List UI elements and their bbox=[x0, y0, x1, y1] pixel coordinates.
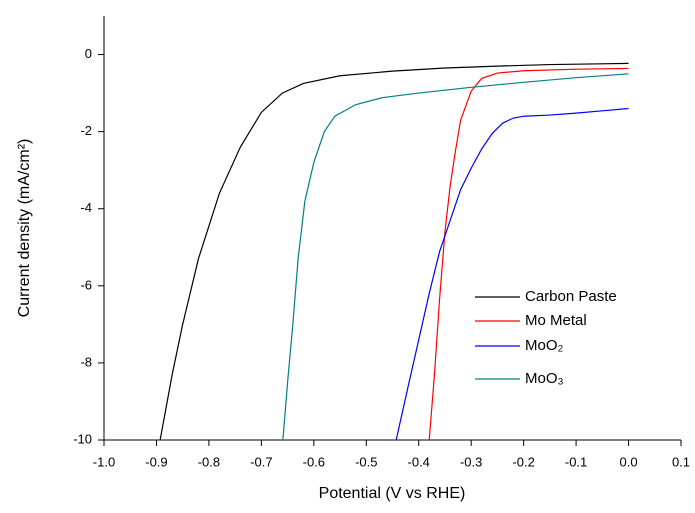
series-line bbox=[282, 73, 629, 440]
legend-label: MoO₃ bbox=[525, 370, 564, 387]
x-tick-label: -0.7 bbox=[250, 454, 272, 469]
y-axis-label: Current density (mA/cm²) bbox=[16, 139, 33, 318]
series-line bbox=[428, 67, 629, 440]
y-tick-label: 0 bbox=[85, 46, 92, 61]
y-tick-label: -10 bbox=[73, 431, 92, 446]
x-tick-label: -0.5 bbox=[355, 454, 377, 469]
x-tick-label: -1.0 bbox=[93, 454, 115, 469]
x-tick-label: -0.3 bbox=[460, 454, 482, 469]
legend-label: MoO₂ bbox=[525, 337, 564, 354]
x-tick-label: -0.1 bbox=[565, 454, 587, 469]
x-tick-label: -0.2 bbox=[512, 454, 534, 469]
legend-label: Carbon Paste bbox=[525, 288, 617, 305]
y-tick-label: -8 bbox=[80, 354, 92, 369]
x-tick-label: -0.9 bbox=[145, 454, 167, 469]
series-line bbox=[395, 107, 629, 440]
x-tick-label: 0.0 bbox=[620, 454, 638, 469]
x-tick-label: -0.6 bbox=[303, 454, 325, 469]
legend-label: Mo Metal bbox=[525, 312, 587, 329]
x-axis-label: Potential (V vs RHE) bbox=[319, 485, 466, 502]
x-tick-label: -0.4 bbox=[408, 454, 430, 469]
y-tick-label: -2 bbox=[80, 123, 92, 138]
x-tick-label: -0.8 bbox=[198, 454, 220, 469]
x-tick-label: 0.1 bbox=[672, 454, 690, 469]
series-line bbox=[159, 62, 629, 440]
y-tick-label: -6 bbox=[80, 277, 92, 292]
y-tick-label: -4 bbox=[80, 200, 92, 215]
